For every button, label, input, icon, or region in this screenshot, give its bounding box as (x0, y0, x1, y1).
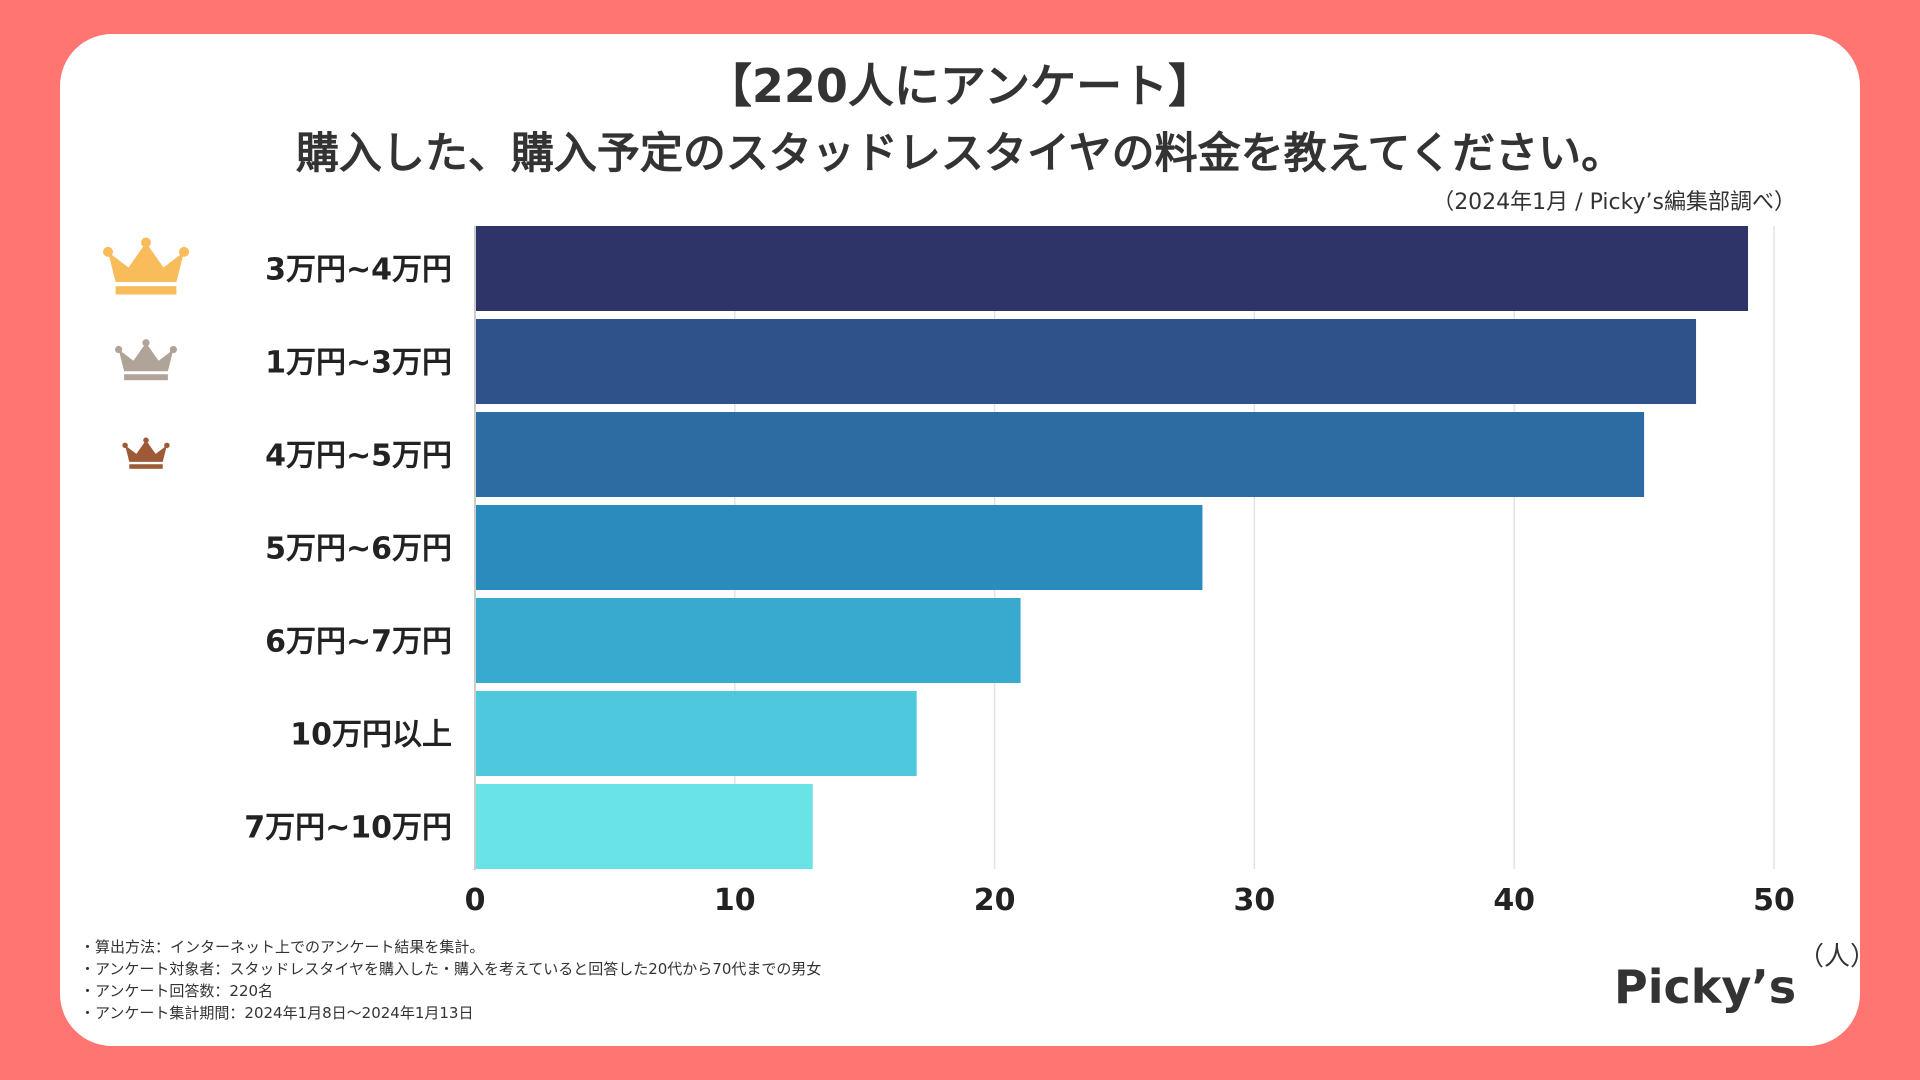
bar (475, 226, 1749, 311)
pickys-logo: Picky’s (1614, 960, 1797, 1014)
crown-base (124, 374, 168, 381)
crown-jewel (169, 345, 177, 354)
chart-title-line1: 【220人にアンケート】 (705, 59, 1215, 113)
crown-bronze-icon (122, 437, 170, 469)
crown-jewel (141, 237, 151, 248)
note-method: ・算出方法：インターネット上でのアンケート結果を集計。 (80, 938, 485, 956)
crown-jewel (164, 442, 170, 449)
crown-jewel (143, 437, 149, 443)
category-label: 7万円~10万円 (244, 811, 452, 846)
crown-jewel (115, 345, 123, 354)
category-label: 5万円~6万円 (265, 532, 452, 567)
bar (475, 691, 917, 776)
category-label: 1万円~3万円 (265, 346, 452, 381)
bars (475, 226, 1749, 869)
crown-jewel (103, 246, 113, 257)
category-label: 3万円~4万円 (265, 253, 452, 288)
crown-jewel (142, 339, 150, 347)
survey-notes: ・算出方法：インターネット上でのアンケート結果を集計。 ・アンケート対象者：スタ… (80, 936, 821, 1024)
crown-body (118, 342, 174, 372)
crown-jewel (179, 246, 189, 257)
crown-jewel (122, 442, 128, 449)
x-tick-label: 20 (974, 883, 1016, 918)
x-tick-label: 40 (1493, 883, 1535, 918)
bar (475, 412, 1645, 497)
chart-title-line2: 購入した、購入予定のスタッドレスタイヤの料金を教えてください。 (295, 129, 1625, 179)
x-tick-label: 10 (714, 883, 756, 918)
category-labels: 3万円~4万円 1万円~3万円 4万円~5万円 5万円~6万円 6万円~7万円 10万円以… (244, 253, 452, 846)
category-label: 4万円~5万円 (265, 439, 452, 474)
x-tick-label: 30 (1234, 883, 1276, 918)
x-tick-labels: 0 10 20 30 40 50 (465, 883, 1795, 918)
crown-base (129, 464, 163, 469)
crown-body (108, 242, 184, 283)
bar (475, 505, 1203, 590)
rank-icons (103, 237, 189, 469)
bar (475, 598, 1021, 683)
crown-base (115, 286, 177, 295)
bar (475, 319, 1697, 404)
crown-silver-icon (115, 339, 177, 381)
x-tick-label: 0 (465, 883, 486, 918)
crown-body (125, 440, 167, 462)
note-target: ・アンケート対象者：スタッドレスタイヤを購入した・購入を考えていると回答した20… (80, 960, 822, 978)
x-tick-label: 50 (1753, 883, 1795, 918)
note-period: ・アンケート集計期間：2024年1月8日〜2024年1月13日 (80, 1004, 474, 1022)
source-note: （2024年1月 / Picky’s編集部調べ） (1432, 190, 1796, 215)
x-axis-unit-label: （人） (1798, 942, 1877, 972)
note-count: ・アンケート回答数：220名 (80, 982, 274, 1000)
crown-gold-icon (103, 237, 189, 295)
category-label: 10万円以上 (290, 718, 452, 753)
bar (475, 784, 813, 869)
category-label: 6万円~7万円 (265, 625, 452, 660)
